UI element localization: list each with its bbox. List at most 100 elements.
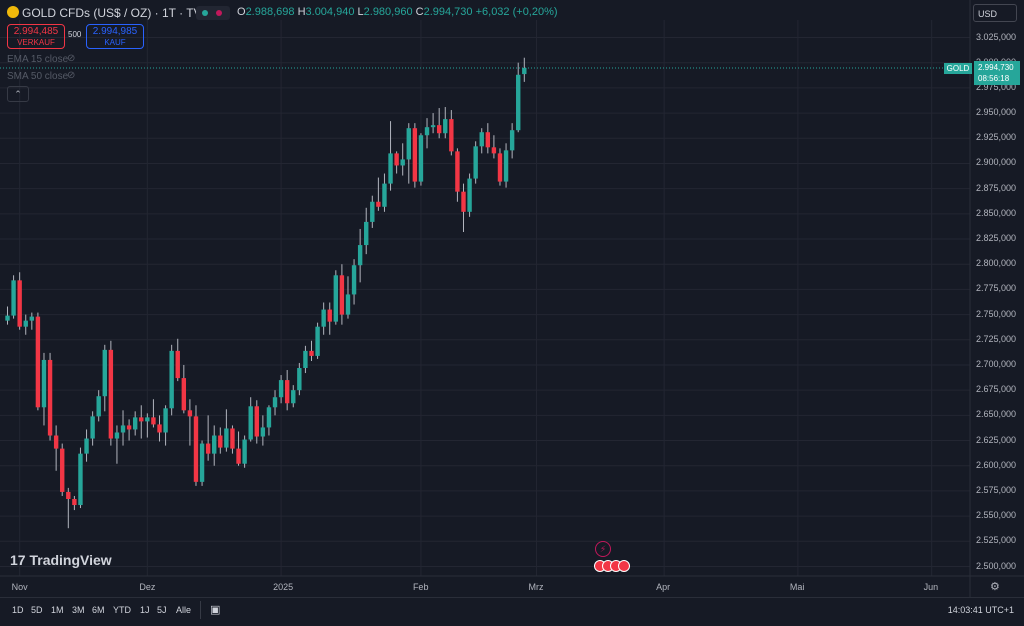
grid-lines <box>0 0 1024 597</box>
candle <box>60 443 65 496</box>
candle-body <box>345 294 351 315</box>
currency-button[interactable]: USD <box>973 4 1017 22</box>
candle-body <box>430 125 436 128</box>
y-tick-label: 2.975,000 <box>975 81 1016 92</box>
candle-body <box>90 416 95 439</box>
candle-body <box>78 453 83 506</box>
candle <box>509 123 515 159</box>
candle-body <box>114 432 120 439</box>
timeframe-button-5j[interactable]: 5J <box>157 605 167 615</box>
us-flag-icon[interactable] <box>618 560 630 572</box>
y-tick-label: 2.650,000 <box>975 409 1016 420</box>
candle-body <box>406 128 411 160</box>
y-tick-label: 2.550,000 <box>975 510 1016 521</box>
collapse-legend-button[interactable]: ⌃ <box>7 86 29 102</box>
candle-body <box>29 316 35 321</box>
candle-body <box>108 349 114 439</box>
candle <box>90 411 95 446</box>
candle-body <box>364 221 369 246</box>
candle-body <box>388 153 393 184</box>
gear-icon[interactable]: ⚙ <box>990 581 1000 593</box>
candles <box>5 57 527 529</box>
candle <box>84 429 89 462</box>
candle <box>461 183 466 232</box>
candle-body <box>376 201 381 207</box>
candle-body <box>309 350 314 356</box>
calendar-icon[interactable]: ▣ <box>210 604 221 616</box>
candle <box>382 173 387 212</box>
candle-body <box>351 265 357 295</box>
candle-body <box>284 380 290 404</box>
last-price-tag: 2.994,730 08:56:18 <box>974 61 1020 85</box>
spread-value: 500 <box>68 30 82 39</box>
indicator-ema-label[interactable]: EMA 15 close <box>7 54 69 65</box>
candle <box>78 447 83 509</box>
lightning-icon[interactable]: ⚡ <box>595 541 611 557</box>
tradingview-wordmark: TradingView <box>29 552 112 568</box>
candle-body <box>151 417 156 425</box>
candle-body <box>327 309 332 322</box>
candle-body <box>60 448 65 492</box>
timeframe-button-ytd[interactable]: YTD <box>113 605 131 615</box>
candle-body <box>260 427 266 437</box>
y-tick-label: 2.825,000 <box>975 233 1016 244</box>
candle <box>224 409 229 452</box>
alert-icon <box>216 10 222 16</box>
timeframe-button-1j[interactable]: 1J <box>140 605 150 615</box>
toolbar-divider <box>200 601 201 619</box>
candle <box>278 375 284 404</box>
candle <box>455 148 460 202</box>
buy-button[interactable]: 2.994,985 KAUF <box>86 24 144 49</box>
candle <box>102 344 107 412</box>
y-tick-label: 2.925,000 <box>975 132 1016 143</box>
timeframe-button-3m[interactable]: 3M <box>72 605 85 615</box>
eye-off-icon[interactable]: ⊘ <box>67 53 76 64</box>
candle-body <box>357 245 363 266</box>
y-tick-label: 2.900,000 <box>975 157 1016 168</box>
y-tick-label: 2.675,000 <box>975 384 1016 395</box>
indicator-sma-label[interactable]: SMA 50 close <box>7 71 69 82</box>
high-value: 3.004,940 <box>305 6 355 18</box>
candle-body <box>424 127 430 136</box>
market-status-indicator[interactable] <box>196 6 230 20</box>
x-tick-label: Jun <box>923 582 939 592</box>
close-label: C <box>415 6 424 18</box>
candle-body <box>145 417 150 422</box>
y-tick-label: 3.025,000 <box>975 31 1016 42</box>
x-tick-label: Mai <box>789 582 805 592</box>
candle-body <box>370 201 375 222</box>
candle-body <box>169 350 174 409</box>
candle <box>430 113 436 134</box>
candle <box>436 108 442 139</box>
candle <box>236 431 241 466</box>
candle <box>357 228 363 283</box>
candle-body <box>236 448 241 464</box>
candle-body <box>278 380 284 398</box>
tradingview-logo[interactable]: 17 TradingView <box>10 552 112 568</box>
candle-body <box>35 316 41 408</box>
candle-body <box>181 378 187 411</box>
timeframe-button-5d[interactable]: 5D <box>31 605 43 615</box>
x-tick-label: Feb <box>412 582 429 592</box>
eye-off-icon[interactable]: ⊘ <box>67 70 76 81</box>
candle-body <box>72 498 77 506</box>
x-tick-label: Nov <box>11 582 28 592</box>
candle-body <box>394 153 399 166</box>
timeframe-button-1m[interactable]: 1M <box>51 605 64 615</box>
candle <box>53 425 59 471</box>
market-open-icon <box>202 10 208 16</box>
bar-countdown: 08:56:18 <box>978 74 1010 83</box>
candle <box>108 340 114 446</box>
timeframe-button-1d[interactable]: 1D <box>12 605 24 615</box>
timeframe-button-6m[interactable]: 6M <box>92 605 105 615</box>
timeframe-button-alle[interactable]: Alle <box>176 605 192 615</box>
candle-body <box>485 132 491 148</box>
candle-body <box>321 309 326 327</box>
sell-button[interactable]: 2.994,485 VERKAUF <box>7 24 65 49</box>
gold-symbol-icon <box>7 6 19 18</box>
candle <box>370 195 375 228</box>
candle <box>11 275 16 319</box>
candle <box>181 364 187 414</box>
clock[interactable]: 14:03:41 UTC+1 <box>947 605 1014 615</box>
